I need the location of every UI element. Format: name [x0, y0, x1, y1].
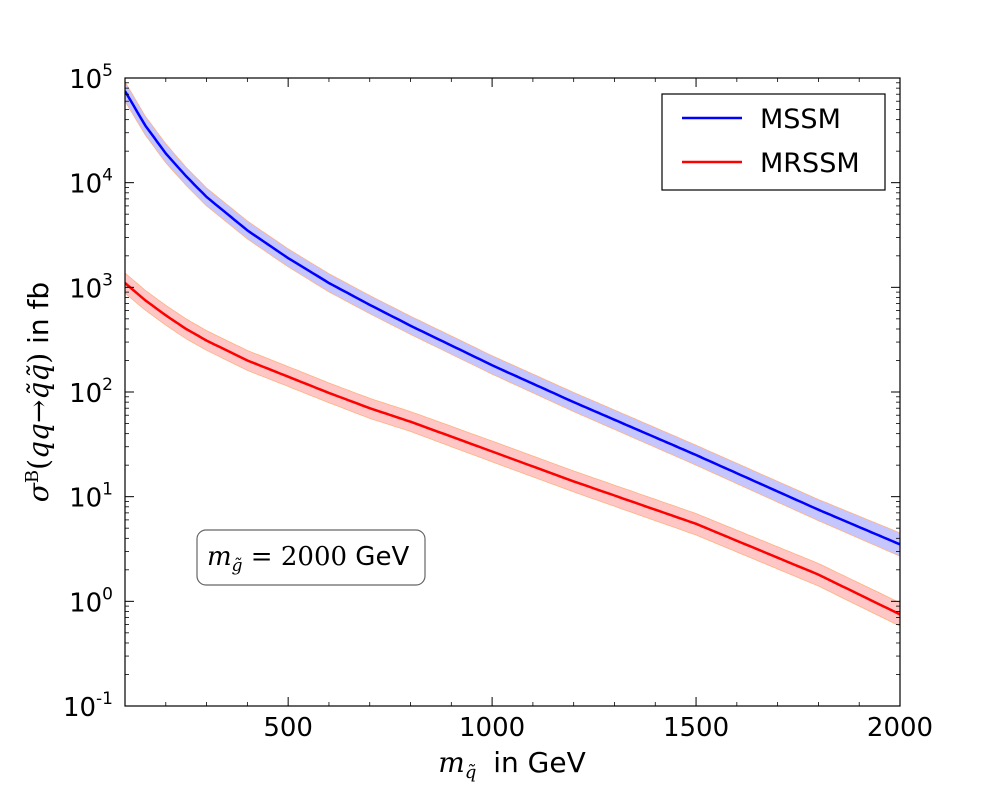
y-tick-label: 105	[69, 61, 113, 95]
y-tick-label: 10-1	[63, 689, 113, 723]
series-lines	[125, 90, 900, 616]
legend-label-mssm: MSSM	[760, 104, 841, 135]
y-tick-label: 102	[69, 375, 113, 409]
axis-tick-labels: 500 1000 1500 2000 10-1 100 101 102 103 104 105	[63, 61, 933, 743]
x-tick-label: 500	[263, 713, 313, 743]
band-mrssm	[125, 272, 900, 627]
y-tick-label: 104	[69, 166, 113, 200]
x-tick-label: 2000	[867, 713, 933, 743]
y-tick-label: 101	[69, 480, 113, 514]
line-mssm	[125, 90, 900, 546]
legend-label-mrssm: MRSSM	[760, 148, 860, 179]
axis-ticks	[125, 77, 901, 707]
y-tick-label: 100	[69, 584, 113, 618]
x-axis-label: mq̃ in GeV	[438, 746, 586, 783]
legend-frame	[661, 93, 886, 191]
legend: MSSM MRSSM	[661, 93, 886, 191]
band-mssm	[125, 81, 900, 557]
y-axis-label: σB(qq→q̃q̃) in fb	[22, 282, 55, 502]
x-tick-label: 1000	[459, 713, 525, 743]
y-tick-label: 103	[69, 270, 113, 304]
annotation-text: mg̃ = 2000 GeV	[207, 542, 409, 576]
uncertainty-bands	[125, 81, 900, 627]
line-mrssm	[125, 282, 900, 616]
x-tick-label: 1500	[663, 713, 729, 743]
gluino-mass-annotation: mg̃ = 2000 GeV	[196, 529, 426, 586]
annotation-box	[196, 529, 426, 586]
